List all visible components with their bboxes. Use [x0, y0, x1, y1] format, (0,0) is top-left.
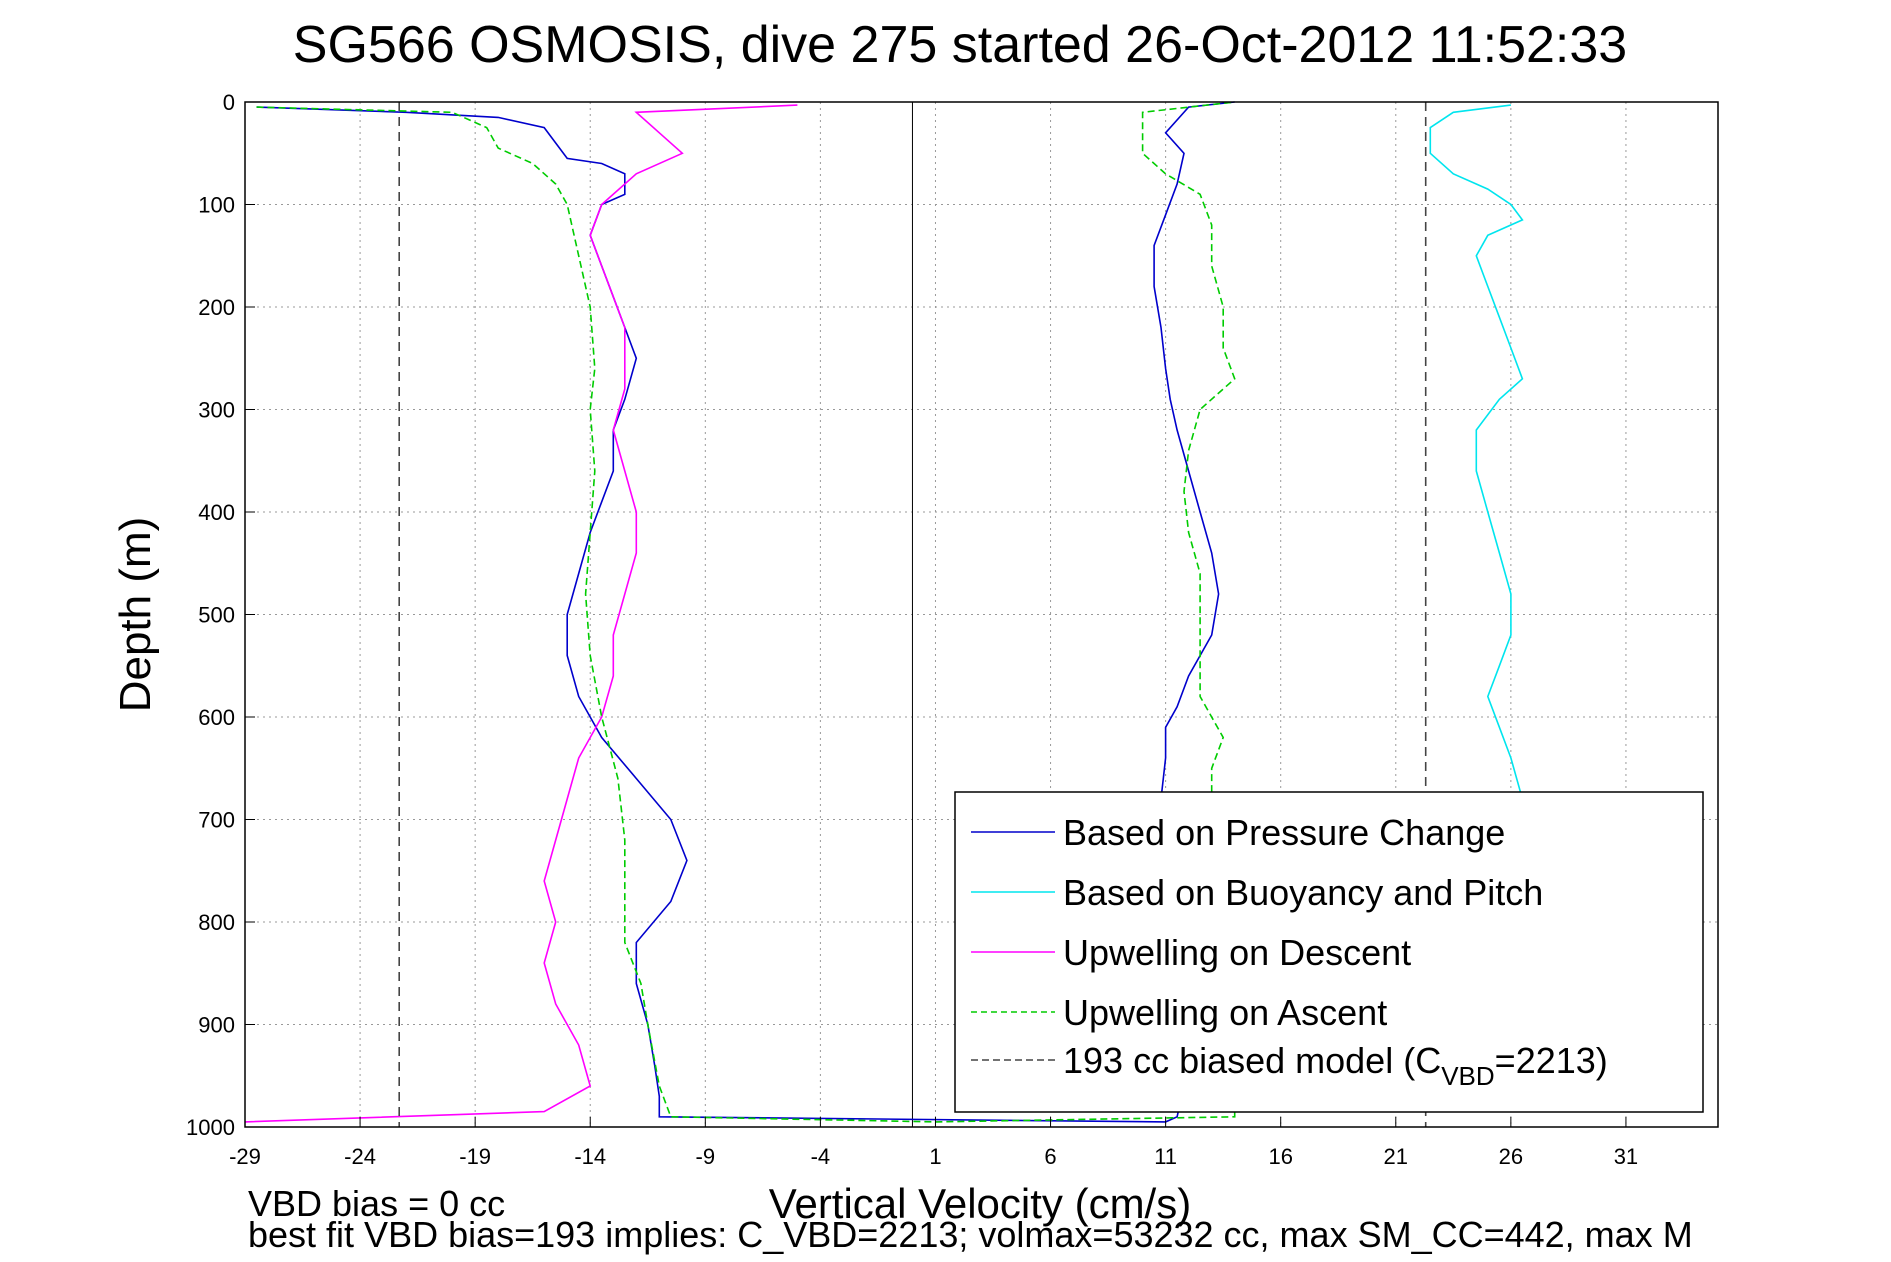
plot-area: -29 -24 -19 -14 -9 -4 1 6 11 16 21 26 31010020030040… — [186, 90, 1719, 1169]
vbd-bias-note: VBD bias = 0 cc — [248, 1183, 505, 1224]
y-tick-label: 100 — [198, 193, 235, 218]
legend-label: 193 cc biased model (CVBD=2213) — [1063, 1040, 1608, 1091]
y-tick-label: 300 — [198, 398, 235, 423]
y-axis-label: Depth (m) — [111, 517, 160, 713]
legend: Based on Pressure Change Based on Buoyanc… — [954, 791, 1704, 1113]
legend-label: Upwelling on Ascent — [1063, 992, 1387, 1033]
series-line-2 — [244, 104, 798, 1123]
x-tick-label: 1 — [929, 1144, 941, 1169]
best-fit-note: best fit VBD bias=193 implies: C_VBD=221… — [248, 1214, 1693, 1255]
x-tick-label: 26 — [1499, 1144, 1523, 1169]
y-tick-label: 900 — [198, 1013, 235, 1038]
series-line-1 — [1429, 104, 1524, 800]
y-tick-label: 800 — [198, 910, 235, 935]
x-tick-label: 6 — [1044, 1144, 1056, 1169]
y-tick-label: 1000 — [186, 1115, 235, 1140]
grid-lines — [244, 101, 1718, 1128]
y-tick-label: 400 — [198, 500, 235, 525]
y-tick-label: 200 — [198, 295, 235, 320]
x-tick-label: 21 — [1384, 1144, 1408, 1169]
x-axis-label: Vertical Velocity (cm/s) — [769, 1180, 1191, 1227]
x-tick-label: -14 — [574, 1144, 606, 1169]
legend-label: Based on Pressure Change — [1063, 812, 1505, 853]
legend-box — [954, 791, 1704, 1113]
y-tick-label: 600 — [198, 705, 235, 730]
y-tick-label: 0 — [223, 90, 235, 115]
chart-title: SG566 OSMOSIS, dive 275 started 26-Oct-2… — [293, 16, 1627, 74]
legend-label-main: 193 cc biased model (C — [1063, 1040, 1441, 1081]
x-tick-label: 11 — [1154, 1144, 1177, 1169]
y-tick-label: 700 — [198, 808, 235, 833]
legend-label-tail: =2213) — [1495, 1040, 1608, 1081]
x-tick-label: -29 — [229, 1144, 261, 1169]
data-series — [244, 101, 1524, 1127]
x-tick-label: 31 — [1614, 1144, 1638, 1169]
y-tick-label: 500 — [198, 603, 235, 628]
x-tick-label: -9 — [696, 1144, 716, 1169]
x-tick-label: -24 — [344, 1144, 376, 1169]
axis-ticks: -29 -24 -19 -14 -9 -4 1 6 11 16 21 26 31010020030040… — [186, 90, 1638, 1169]
legend-label: Upwelling on Descent — [1063, 932, 1411, 973]
x-tick-label: -4 — [811, 1144, 831, 1169]
x-tick-label: -19 — [459, 1144, 491, 1169]
legend-label: Based on Buoyancy and Pitch — [1063, 872, 1543, 913]
legend-label-subscript: VBD — [1441, 1061, 1494, 1091]
x-tick-label: 16 — [1268, 1144, 1292, 1169]
series-line-3 — [256, 101, 1236, 1123]
